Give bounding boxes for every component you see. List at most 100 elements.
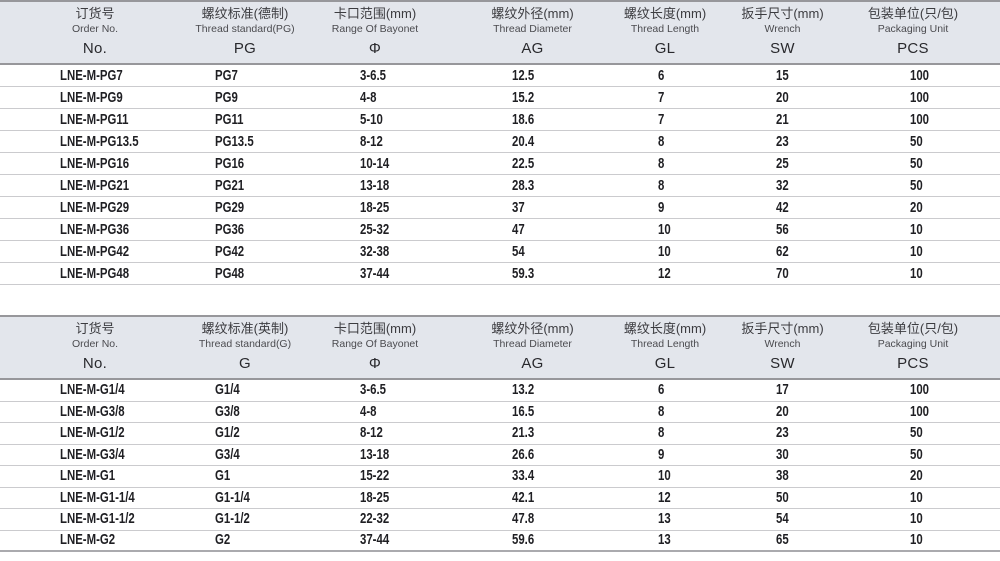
- cell-value: 8-12: [360, 132, 383, 150]
- cell-value: 10: [910, 531, 923, 549]
- cell: 6: [615, 381, 715, 399]
- cell-value: 9: [658, 445, 665, 463]
- cell-value: G1: [215, 467, 231, 485]
- column-header-code-label: AG: [521, 355, 544, 373]
- cell: 10: [850, 265, 1000, 283]
- cell: LNE-M-PG9: [0, 89, 190, 107]
- table-row: LNE-M-PG16 PG16 10-14 22.5 8 25 50: [0, 153, 1000, 175]
- column-header-4: 螺纹外径(mm) Thread Diameter AG: [450, 2, 615, 63]
- cell-value: G1-1/4: [215, 488, 250, 506]
- column-header-code-label: Φ: [368, 355, 382, 373]
- column-header-code-label: GL: [654, 355, 676, 373]
- column-header-7: 包装单位(只/包) Packaging Unit PCS: [850, 2, 1000, 63]
- column-header-1: 订货号 Order No. No.: [0, 317, 190, 378]
- cell-value: 25: [776, 154, 789, 172]
- cell: 23: [715, 424, 850, 442]
- cell-value: 26.6: [512, 445, 535, 463]
- column-header-code-label: PCS: [897, 355, 929, 373]
- cell: 32: [715, 177, 850, 195]
- column-header-zh-label: 扳手尺寸(mm): [741, 5, 824, 21]
- cell-value: 100: [910, 110, 930, 128]
- cell: 42: [715, 199, 850, 217]
- cell: LNE-M-G1: [0, 467, 190, 485]
- cell: 10-14: [300, 155, 450, 173]
- column-header-zh-label: 螺纹长度(mm): [623, 5, 707, 21]
- cell-value: LNE-M-PG42: [60, 242, 130, 260]
- cell-value: 8: [658, 132, 665, 150]
- column-header-en-label: Packaging Unit: [877, 338, 949, 351]
- cell-value: 50: [910, 424, 923, 442]
- cell: 12: [615, 489, 715, 507]
- cell: LNE-M-PG36: [0, 221, 190, 239]
- cell: 100: [850, 89, 1000, 107]
- table-row: LNE-M-G1/4 G1/4 3-6.5 13.2 6 17 100: [0, 380, 1000, 402]
- column-header-en-label: Thread standard(PG): [195, 23, 295, 36]
- cell-value: 8: [658, 154, 665, 172]
- cell-value: 22.5: [512, 154, 535, 172]
- column-header-code-label: GL: [654, 40, 676, 58]
- table-row: LNE-M-PG21 PG21 13-18 28.3 8 32 50: [0, 175, 1000, 197]
- cell: LNE-M-G1/4: [0, 381, 190, 399]
- table-header-row: 订货号 Order No. No. 螺纹标准(英制) Thread standard(G…: [0, 315, 1000, 380]
- cell-value: 54: [776, 510, 789, 528]
- cell: 9: [615, 446, 715, 464]
- cell-value: LNE-M-PG13.5: [60, 132, 139, 150]
- cell-value: PG36: [215, 220, 245, 238]
- cell: 10: [850, 243, 1000, 261]
- cell: 59.3: [450, 265, 615, 283]
- cell-value: 20: [776, 402, 789, 420]
- cell-value: 13-18: [360, 445, 390, 463]
- cell-value: G3/8: [215, 402, 240, 420]
- cell: 8: [615, 424, 715, 442]
- column-header-3: 卡口范围(mm) Range Of Bayonet Φ: [300, 2, 450, 63]
- cell-value: PG48: [215, 264, 245, 282]
- cell-value: 50: [776, 488, 789, 506]
- cell: PG29: [190, 199, 300, 217]
- cell-value: 10: [910, 488, 923, 506]
- column-header-zh-label: 螺纹长度(mm): [623, 320, 707, 336]
- cell-value: 50: [910, 132, 923, 150]
- cell-value: LNE-M-G1/2: [60, 424, 125, 442]
- column-header-en-label: Range Of Bayonet: [331, 23, 419, 36]
- cell: 20: [715, 89, 850, 107]
- cell: PG48: [190, 265, 300, 283]
- cell-value: G1-1/2: [215, 510, 250, 528]
- cell: G1/2: [190, 424, 300, 442]
- cell-value: PG7: [215, 66, 238, 84]
- column-header-zh-label: 螺纹标准(英制): [201, 320, 289, 336]
- cell: LNE-M-PG48: [0, 265, 190, 283]
- cell-value: 38: [776, 467, 789, 485]
- cell-value: 9: [658, 198, 665, 216]
- cell-value: 16.5: [512, 402, 535, 420]
- cell: LNE-M-G1-1/2: [0, 510, 190, 528]
- cell: 100: [850, 67, 1000, 85]
- cell-value: PG42: [215, 242, 245, 260]
- cell: LNE-M-PG7: [0, 67, 190, 85]
- cell: 54: [715, 510, 850, 528]
- column-header-en-label: Thread standard(G): [198, 338, 292, 351]
- column-header-zh-label: 螺纹标准(德制): [201, 5, 289, 21]
- table-row: LNE-M-PG7 PG7 3-6.5 12.5 6 15 100: [0, 65, 1000, 87]
- cell: 18-25: [300, 199, 450, 217]
- cell-value: 23: [776, 132, 789, 150]
- cell-value: 54: [512, 242, 525, 260]
- cell-value: 100: [910, 381, 930, 399]
- cell-value: G1/2: [215, 424, 240, 442]
- cell-value: 20: [776, 88, 789, 106]
- cell: 17: [715, 381, 850, 399]
- table-row: LNE-M-G1-1/4 G1-1/4 18-25 42.1 12 50 10: [0, 488, 1000, 509]
- cell-value: 20: [910, 467, 923, 485]
- cell-value: LNE-M-PG7: [60, 66, 123, 84]
- column-header-7: 包装单位(只/包) Packaging Unit PCS: [850, 317, 1000, 378]
- cell: G1: [190, 467, 300, 485]
- cell-value: LNE-M-G3/4: [60, 445, 125, 463]
- cell: LNE-M-G2: [0, 531, 190, 549]
- cell-value: 23: [776, 424, 789, 442]
- cell-value: 10: [910, 242, 923, 260]
- table-row: LNE-M-PG29 PG29 18-25 37 9 42 20: [0, 197, 1000, 219]
- cell-value: 100: [910, 402, 930, 420]
- cell: 10: [850, 489, 1000, 507]
- column-header-4: 螺纹外径(mm) Thread Diameter AG: [450, 317, 615, 378]
- cell: 25-32: [300, 221, 450, 239]
- cell: 7: [615, 111, 715, 129]
